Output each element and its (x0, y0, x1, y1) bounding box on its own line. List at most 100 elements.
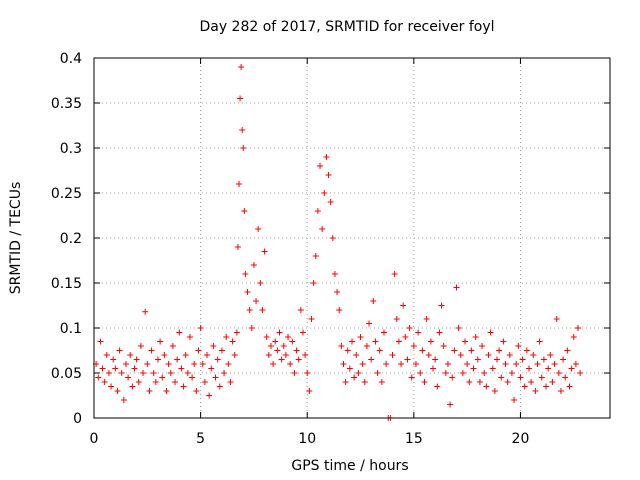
data-point (336, 307, 343, 313)
data-point (233, 329, 240, 336)
data-point (368, 356, 375, 363)
data-point (404, 356, 411, 363)
data-point (95, 374, 102, 381)
data-point (398, 361, 405, 367)
x-tick-label: 20 (512, 431, 530, 447)
data-point (351, 374, 358, 381)
data-point (419, 347, 426, 354)
data-point (400, 302, 407, 309)
data-point (237, 95, 244, 102)
data-point (110, 356, 117, 363)
data-point (555, 370, 562, 376)
y-tick-label: 0.2 (60, 231, 82, 247)
data-points (93, 64, 584, 421)
data-point (493, 356, 500, 363)
data-point (242, 271, 249, 277)
data-point (223, 334, 230, 340)
data-point (575, 325, 582, 331)
data-point (142, 308, 149, 315)
data-point (451, 347, 458, 354)
data-point (191, 361, 198, 367)
data-point (120, 397, 127, 403)
data-point (432, 356, 439, 363)
data-point (238, 64, 245, 70)
data-point (359, 361, 366, 367)
data-point (167, 370, 174, 376)
x-tick-label: 10 (298, 431, 316, 447)
data-point (231, 352, 238, 358)
data-point (393, 316, 400, 322)
data-point (135, 379, 142, 385)
data-point (176, 329, 183, 336)
data-point (491, 388, 498, 394)
data-point (174, 356, 181, 363)
data-point (276, 329, 283, 336)
data-point (161, 352, 168, 358)
data-point (140, 370, 147, 376)
data-point (334, 289, 341, 295)
data-point (466, 379, 473, 385)
data-point (114, 388, 121, 394)
data-point (372, 338, 379, 345)
data-point (444, 361, 451, 367)
data-point (184, 370, 191, 376)
data-point (376, 347, 383, 354)
data-point (285, 334, 292, 340)
data-point (195, 347, 202, 354)
data-point (430, 365, 437, 372)
data-point (342, 379, 349, 385)
data-point (412, 361, 419, 367)
data-point (165, 361, 172, 367)
y-tick-label: 0.15 (51, 276, 82, 292)
data-point (144, 361, 151, 367)
data-point (329, 235, 336, 241)
data-point (513, 361, 520, 367)
data-point (118, 370, 125, 376)
data-point (421, 379, 428, 385)
data-point (378, 379, 385, 385)
data-point (340, 361, 347, 367)
data-point (297, 307, 304, 313)
data-point (553, 316, 560, 322)
data-point (157, 338, 164, 345)
data-point (470, 365, 477, 372)
data-point (515, 343, 522, 349)
data-point (99, 365, 106, 372)
data-point (547, 352, 554, 358)
data-point (536, 338, 543, 345)
data-point (148, 347, 155, 354)
data-point (163, 388, 170, 394)
data-point (453, 284, 460, 291)
data-point (532, 388, 539, 394)
data-point (116, 347, 123, 354)
data-point (105, 370, 112, 376)
data-point (389, 352, 396, 358)
data-point (570, 334, 577, 340)
data-point (127, 352, 134, 358)
y-tick-label: 0 (73, 411, 82, 427)
data-point (487, 329, 494, 336)
data-point (415, 329, 422, 336)
data-point (449, 374, 456, 381)
data-point (498, 374, 505, 381)
data-point (383, 361, 390, 367)
y-tick-label: 0.35 (51, 96, 82, 112)
data-point (577, 370, 584, 376)
data-point (321, 190, 328, 196)
data-point (317, 163, 324, 169)
data-point (406, 325, 413, 331)
data-point (485, 352, 492, 358)
data-point (331, 271, 338, 277)
data-point (229, 338, 236, 345)
data-point (506, 352, 513, 358)
data-point (103, 352, 110, 358)
data-point (218, 347, 225, 354)
data-point (272, 338, 279, 345)
data-point (265, 352, 272, 358)
data-point (436, 329, 443, 336)
data-point (137, 343, 144, 349)
data-point (240, 145, 247, 151)
data-point (489, 365, 496, 372)
data-point (455, 325, 462, 331)
data-point (182, 352, 189, 358)
